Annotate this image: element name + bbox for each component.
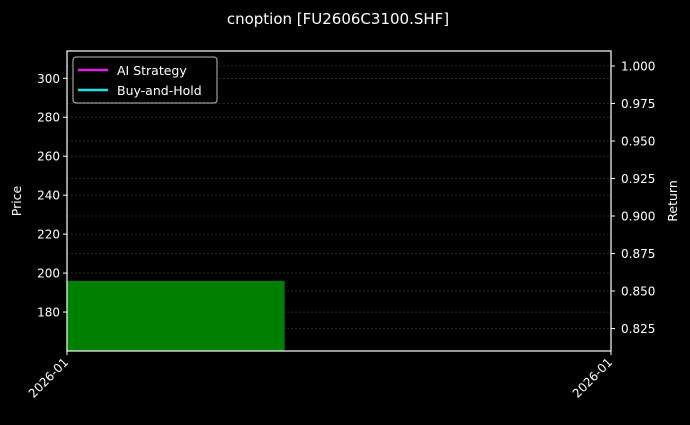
bar	[67, 280, 285, 351]
y-tick-label: 300	[37, 72, 60, 86]
y-tick-label: 240	[37, 189, 60, 203]
y-tick-label: 280	[37, 111, 60, 125]
y2-axis-label: Return	[665, 180, 680, 221]
y2-tick-label: 1.000	[621, 60, 655, 74]
x-axis: 2026-01 2026-01	[26, 351, 615, 401]
bars	[67, 280, 285, 351]
y-tick-label: 180	[37, 306, 60, 320]
y2-tick-label: 0.925	[621, 172, 655, 186]
chart-title: cnoption [FU2606C3100.SHF]	[227, 10, 449, 28]
grid	[67, 65, 611, 329]
y-axis-right: 0.825 0.850 0.875 0.900 0.925 0.950 0.975 1.000	[611, 60, 655, 336]
y2-tick-label: 0.975	[621, 97, 655, 111]
plot-frame	[66, 50, 612, 352]
x-tick-label: 2026-01	[26, 355, 71, 400]
y-axis-left: 180 200 220 240 260 280 300	[37, 72, 67, 320]
y-axis-label: Price	[9, 185, 24, 216]
legend: AI Strategy Buy-and-Hold	[72, 56, 218, 104]
y2-tick-label: 0.850	[621, 285, 655, 299]
y2-tick-label: 0.825	[621, 322, 655, 336]
y2-tick-label: 0.875	[621, 247, 655, 261]
legend-box	[72, 56, 218, 104]
legend-label-buy-and-hold: Buy-and-Hold	[117, 83, 202, 98]
y-tick-label: 200	[37, 267, 60, 281]
x-tick-label: 2026-01	[570, 355, 615, 400]
y-tick-label: 260	[37, 150, 60, 164]
legend-label-ai-strategy: AI Strategy	[117, 63, 187, 78]
y2-tick-label: 0.900	[621, 210, 655, 224]
y-tick-label: 220	[37, 228, 60, 242]
y2-tick-label: 0.950	[621, 135, 655, 149]
